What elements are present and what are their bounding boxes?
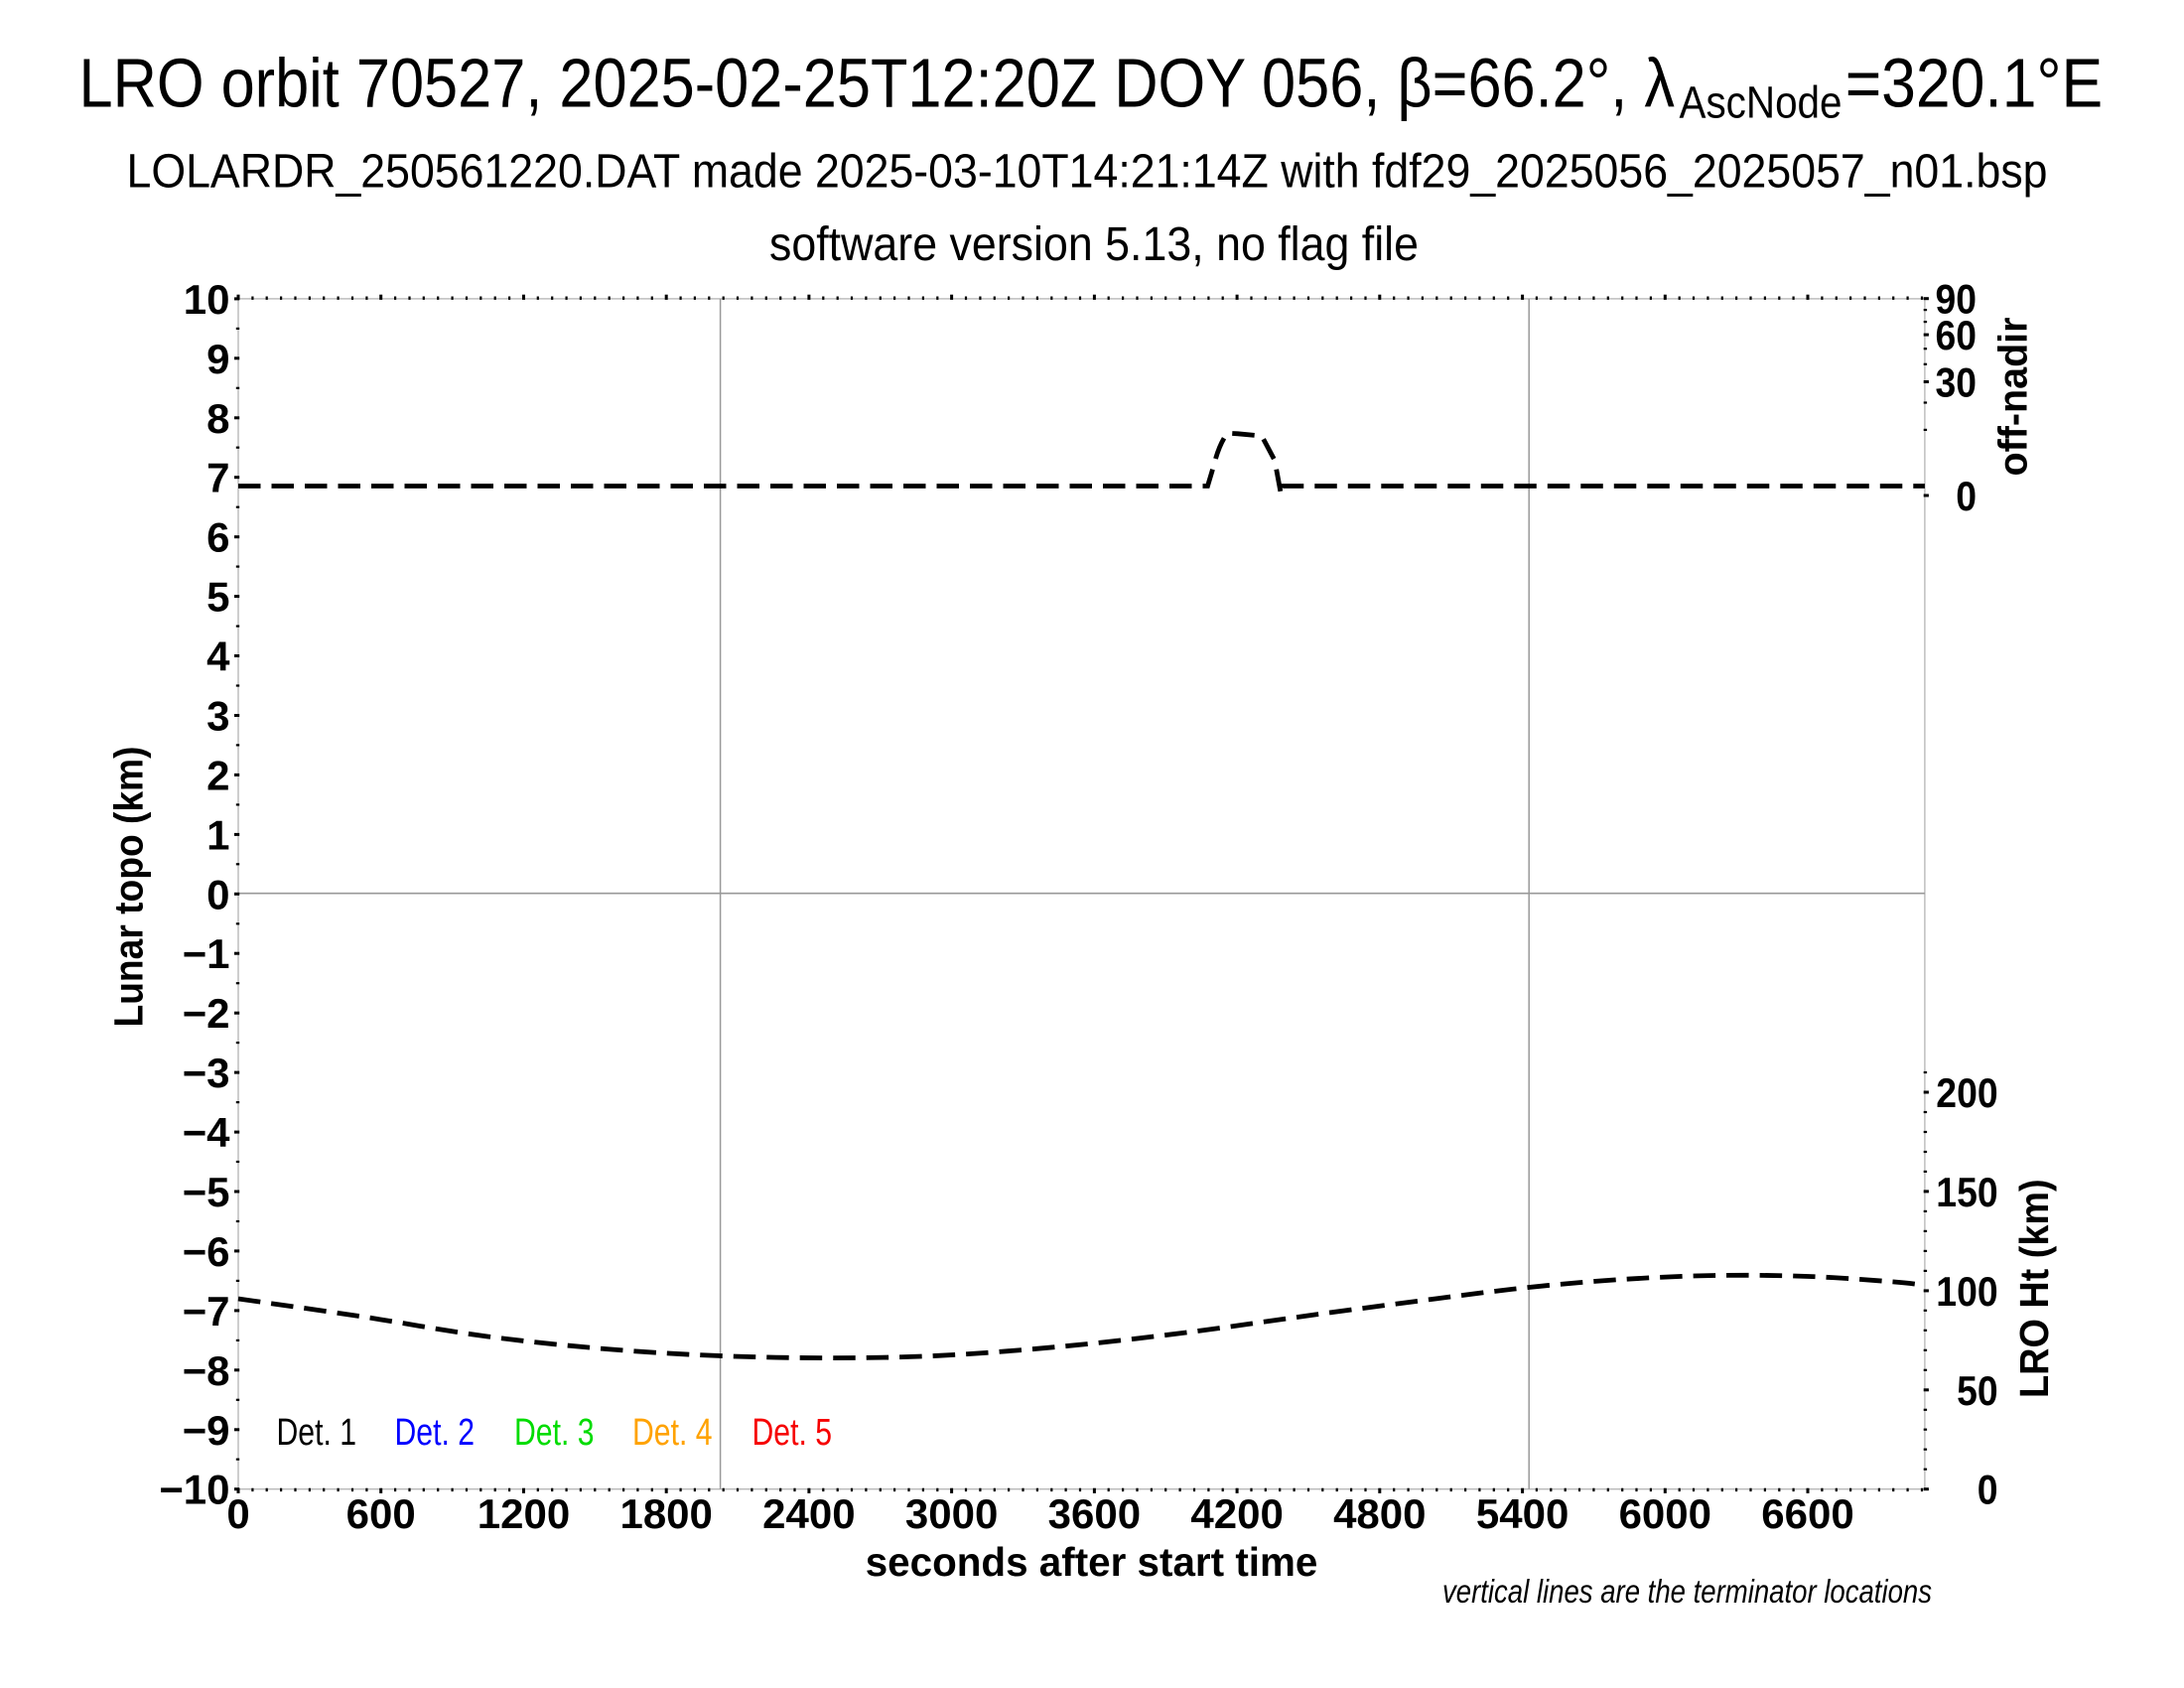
svg-text:Det. 4: Det. 4 [632, 1412, 713, 1454]
svg-text:4800: 4800 [1333, 1490, 1426, 1537]
svg-text:0: 0 [1956, 473, 1977, 519]
svg-text:Det. 3: Det. 3 [514, 1412, 595, 1454]
svg-text:6: 6 [206, 514, 229, 561]
svg-text:AscNode: AscNode [1680, 77, 1843, 128]
svg-text:3600: 3600 [1048, 1490, 1141, 1537]
svg-text:−7: −7 [183, 1288, 230, 1335]
svg-text:4200: 4200 [1190, 1490, 1283, 1537]
svg-text:−1: −1 [183, 930, 230, 977]
svg-text:Det. 1: Det. 1 [277, 1412, 357, 1454]
svg-text:5400: 5400 [1476, 1490, 1569, 1537]
svg-text:8: 8 [206, 395, 229, 442]
svg-text:0: 0 [1978, 1467, 1998, 1513]
svg-text:−5: −5 [183, 1169, 230, 1215]
svg-text:Det. 2: Det. 2 [395, 1412, 476, 1454]
svg-text:Det. 5: Det. 5 [752, 1412, 833, 1454]
svg-text:seconds after start time: seconds after start time [866, 1539, 1318, 1585]
svg-text:1800: 1800 [619, 1490, 712, 1537]
svg-text:2400: 2400 [762, 1490, 855, 1537]
svg-text:off-nadir: off-nadir [1990, 317, 2036, 476]
svg-text:90: 90 [1936, 276, 1978, 323]
svg-text:3: 3 [206, 693, 229, 740]
svg-text:9: 9 [206, 336, 229, 382]
svg-text:150: 150 [1936, 1169, 1997, 1215]
svg-text:LOLARDR_250561220.DAT made 202: LOLARDR_250561220.DAT made 2025-03-10T14… [127, 145, 2048, 199]
svg-text:5: 5 [206, 574, 229, 621]
svg-text:−4: −4 [183, 1109, 231, 1156]
svg-text:600: 600 [346, 1490, 416, 1537]
svg-text:−2: −2 [183, 990, 230, 1037]
svg-text:2: 2 [206, 752, 229, 798]
svg-text:60: 60 [1936, 312, 1978, 358]
svg-text:50: 50 [1957, 1367, 1998, 1414]
svg-text:3000: 3000 [905, 1490, 998, 1537]
svg-text:1: 1 [206, 811, 229, 858]
svg-text:6600: 6600 [1761, 1490, 1853, 1537]
svg-text:−8: −8 [183, 1347, 230, 1394]
svg-text:−9: −9 [183, 1407, 230, 1454]
svg-text:software version 5.13, no flag: software version 5.13, no flag file [769, 217, 1419, 271]
svg-text:100: 100 [1936, 1268, 1997, 1315]
svg-text:0: 0 [206, 871, 229, 917]
svg-text:6000: 6000 [1619, 1490, 1711, 1537]
svg-text:−3: −3 [183, 1050, 230, 1096]
svg-text:10: 10 [184, 276, 230, 323]
svg-text:vertical lines are the termina: vertical lines are the terminator locati… [1442, 1573, 1932, 1610]
svg-text:LRO orbit 70527, 2025-02-25T12: LRO orbit 70527, 2025-02-25T12:20Z DOY 0… [79, 45, 1676, 122]
svg-text:LRO Ht (km): LRO Ht (km) [2011, 1179, 2057, 1398]
svg-text:30: 30 [1936, 359, 1978, 406]
svg-text:0: 0 [226, 1490, 249, 1537]
svg-text:7: 7 [206, 455, 229, 501]
svg-text:Lunar topo (km): Lunar topo (km) [106, 747, 152, 1028]
svg-text:−6: −6 [183, 1228, 230, 1275]
svg-text:200: 200 [1936, 1069, 1997, 1116]
svg-text:−10: −10 [159, 1467, 229, 1513]
svg-text:1200: 1200 [478, 1490, 570, 1537]
svg-text:=320.1°E: =320.1°E [1845, 45, 2104, 122]
svg-text:4: 4 [206, 633, 230, 680]
